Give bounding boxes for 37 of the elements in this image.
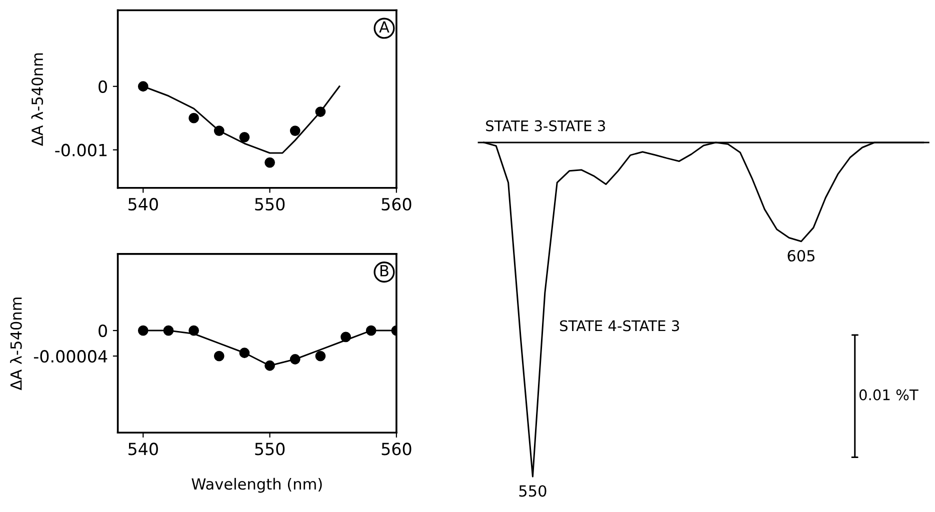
x-tick-label: 550 — [255, 442, 285, 456]
point — [163, 325, 174, 336]
point — [138, 81, 148, 92]
y-axis-title: ΔA λ-540nm — [31, 53, 44, 146]
x-tick-label: 560 — [382, 442, 412, 456]
ref-line-label: STATE 3-STATE 3 — [486, 120, 606, 132]
point — [239, 132, 250, 142]
point — [290, 354, 300, 364]
y-tick-label: 0 — [98, 324, 107, 338]
point — [188, 112, 199, 124]
point — [315, 106, 326, 117]
point — [315, 350, 326, 362]
y-axis-title: ΔA λ-540nm — [10, 298, 22, 390]
text: B — [380, 265, 388, 276]
x-tick-label: 540 — [128, 442, 158, 456]
y-tick-label: -0.001 — [55, 144, 107, 156]
series-label: STATE 4-STATE 3 — [560, 320, 679, 332]
point — [188, 325, 199, 336]
point — [264, 360, 275, 371]
point — [138, 325, 148, 336]
point — [340, 332, 351, 342]
point — [214, 350, 224, 362]
y-tick-label: -0.00004 — [34, 350, 108, 363]
text: A — [379, 21, 390, 33]
x-tick-label: 550 — [255, 198, 285, 211]
point — [264, 157, 275, 168]
x-axis-title: Wavelength (nm) — [192, 478, 322, 493]
x-tick-label: 560 — [382, 198, 412, 211]
point — [366, 325, 376, 336]
annotation: 0.01 %T — [859, 389, 918, 400]
x-tick-label: 540 — [128, 198, 158, 211]
y-tick-label: 0 — [98, 80, 107, 93]
annotation: 605 — [788, 250, 814, 262]
point — [214, 126, 224, 136]
annotation: 550 — [519, 485, 546, 497]
point — [290, 126, 300, 136]
point — [239, 348, 250, 358]
